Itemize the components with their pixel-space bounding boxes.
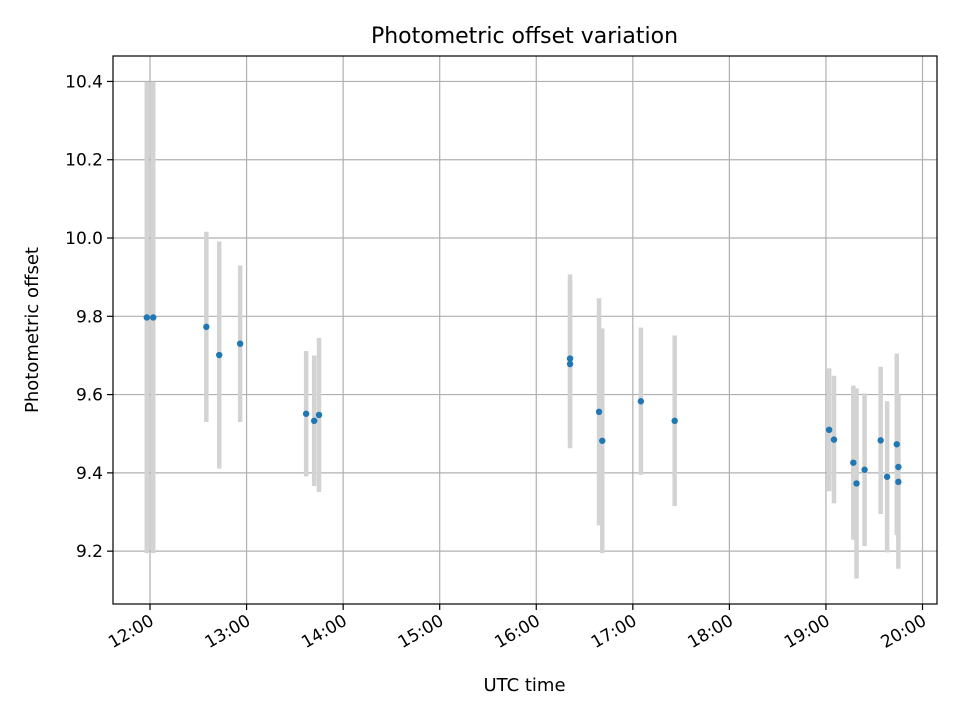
data-point (236, 340, 244, 347)
y-tick-label: 9.6 (76, 386, 103, 406)
x-tick-label: 19:00 (781, 611, 833, 653)
x-axis-label: UTC time (483, 675, 565, 696)
data-point (850, 459, 857, 466)
y-tick-label: 10.4 (65, 72, 103, 92)
x-tick-label: 16:00 (491, 611, 543, 653)
data-point (143, 314, 150, 321)
x-tick-label: 13:00 (202, 611, 254, 653)
x-tick-label: 20:00 (878, 611, 930, 653)
data-point (595, 408, 603, 416)
plot-frame (112, 55, 938, 605)
x-tick-label: 14:00 (298, 611, 350, 653)
x-tick-label: 15:00 (395, 611, 447, 653)
data-point (825, 426, 833, 434)
x-axis-ticks: 12:00 13:00 14:00 15:00 16:00 17:00 18:00 19:00… (105, 604, 930, 653)
x-tick-label: 17:00 (588, 611, 640, 653)
y-tick-label: 9.4 (76, 464, 103, 484)
data-point (315, 411, 323, 419)
data-point (203, 323, 210, 331)
data-point (895, 478, 902, 486)
data-point (853, 480, 860, 487)
data-point (566, 355, 574, 362)
data-point (302, 410, 310, 417)
data-point (830, 436, 838, 443)
chart-title: Photometric offset variation (371, 24, 678, 49)
data-point (883, 473, 891, 480)
data-point (895, 463, 902, 471)
errorbar-layer (144, 81, 901, 579)
data-point (150, 314, 157, 321)
x-tick-label: 12:00 (105, 611, 157, 653)
data-point (671, 417, 678, 425)
data-point (637, 398, 645, 405)
data-point (893, 441, 900, 448)
y-axis-ticks: 9.2 9.4 9.6 9.8 10.0 10.2 10.4 (65, 72, 113, 562)
y-axis-label: Photometric offset (22, 247, 43, 413)
y-tick-label: 9.2 (76, 542, 103, 562)
data-point (861, 466, 868, 473)
data-point (877, 437, 884, 444)
x-tick-label: 18:00 (684, 611, 736, 653)
grid-lines (113, 56, 937, 604)
data-point (216, 351, 223, 359)
y-tick-label: 10.2 (65, 151, 103, 171)
y-tick-label: 9.8 (76, 307, 103, 327)
data-point (566, 360, 574, 368)
data-point-layer (143, 314, 902, 487)
y-tick-label: 10.0 (65, 229, 103, 249)
data-point (310, 417, 318, 425)
data-point (599, 437, 606, 444)
